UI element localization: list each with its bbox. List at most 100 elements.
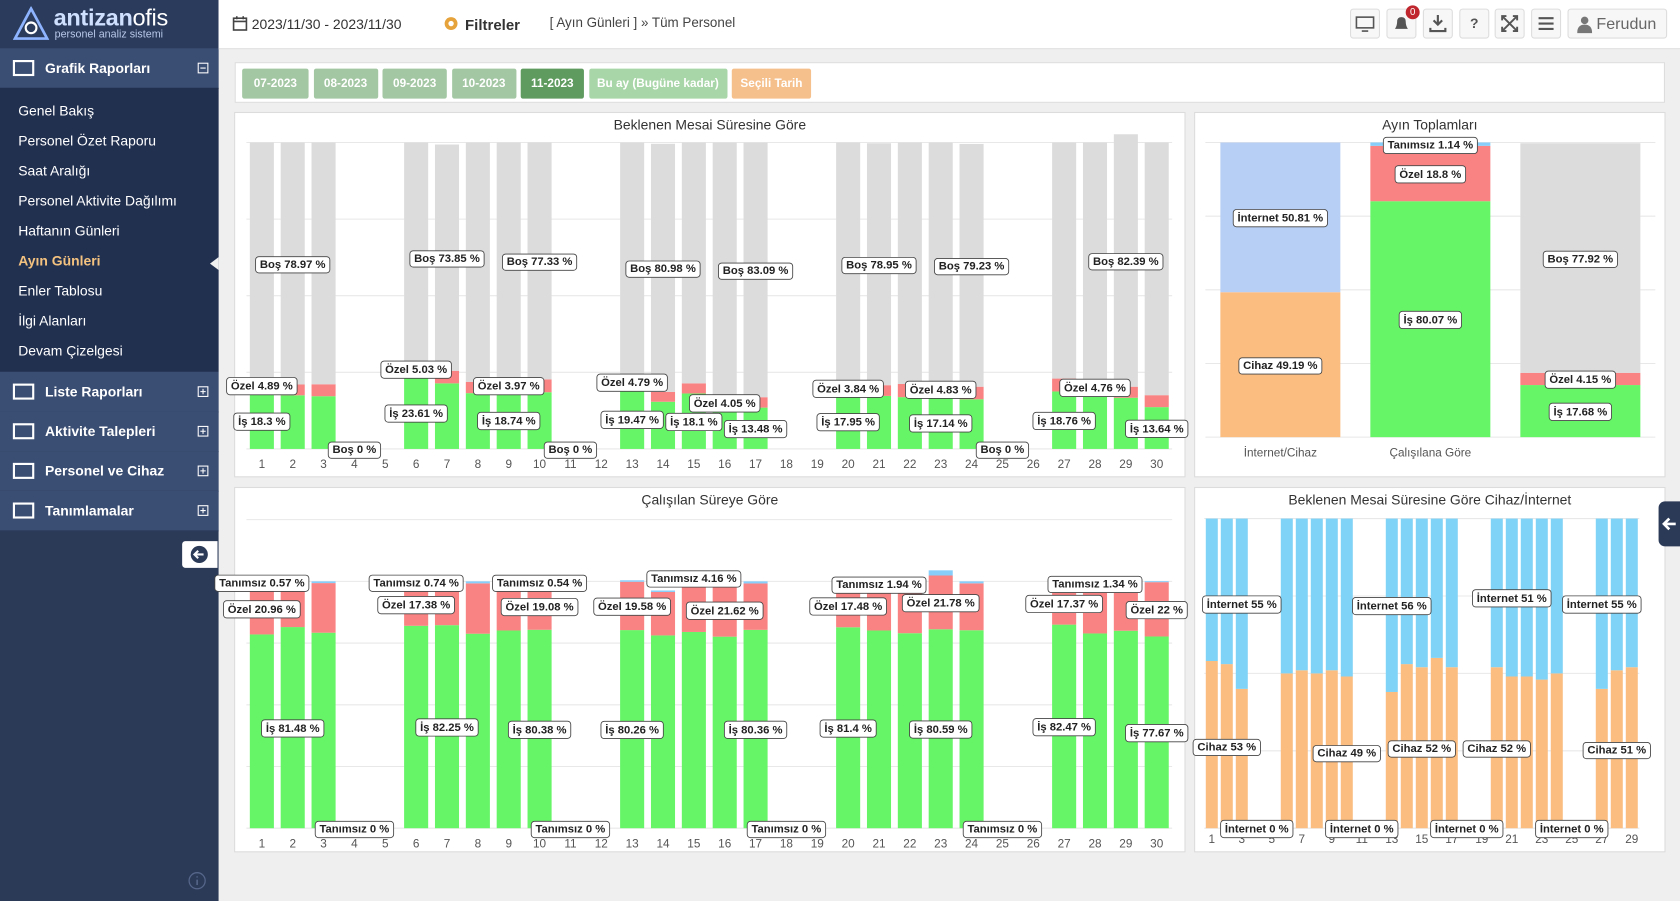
chart-panel [234,486,1186,853]
bar-segment [743,581,768,584]
data-label-box [1125,601,1188,620]
data-label: Cihaz 52 % [1392,743,1451,755]
notifications-button[interactable]: 0 [1386,5,1420,39]
menu-section[interactable]: Aktivite Talepleri [0,411,219,453]
menu-item[interactable]: Haftanın Günleri [18,222,120,239]
side-panel-toggle[interactable] [1658,501,1680,547]
gear-icon [444,17,458,31]
data-label: İş 80.59 % [914,723,968,736]
x-tick-label: 24 [965,838,979,851]
x-tick-label: 15 [687,458,701,471]
data-label: Özel 5.03 % [385,363,447,376]
data-label: Boş 78.95 % [846,260,912,272]
menu-item[interactable]: Saat Aralığı [18,162,91,179]
data-label-box [1398,310,1462,330]
data-label: Cihaz 49.19 % [1243,360,1317,372]
data-label-box [1387,740,1456,758]
filters-button[interactable]: Filtreler [465,16,521,34]
data-label-box [1192,738,1261,757]
data-label: Özel 19.08 % [505,601,573,614]
data-label-box [1325,819,1399,839]
data-label: İş 80.07 % [1403,313,1457,326]
calendar-icon [232,16,248,31]
logo[interactable]: antizanofis personel analiz sistemi [0,0,219,49]
bar-segment [1610,518,1623,671]
date-range[interactable]: 2023/11/30 - 2023/11/30 [251,16,402,33]
menu-section[interactable]: Personel ve Cihaz [0,451,219,492]
menu-section[interactable]: Liste Raporları [0,371,219,413]
screen-button[interactable] [1350,8,1381,39]
chart-title: Beklenen Mesai Süresine Göre [614,117,807,133]
menu-item[interactable]: Personel Aktivite Dağılımı [18,192,177,209]
bar-segment [959,581,984,584]
period-tab[interactable]: 09-2023 [382,68,447,99]
data-label-box [625,260,701,278]
data-label-box [1548,402,1612,421]
data-label: Tanımsız 0 % [752,824,822,836]
bar-segment [681,383,706,394]
menu-item[interactable]: Devam Çizelgesi [18,342,123,359]
period-tab[interactable]: 08-2023 [313,68,378,99]
notification-badge: 0 [1405,5,1420,20]
collapse-button[interactable] [182,541,218,568]
data-label: Özel 17.38 % [382,599,450,612]
x-tick-label: 30 [1150,838,1164,851]
x-tick-label: 5 [382,838,389,851]
data-label: Tanımsız 4.16 % [651,573,736,585]
help-button[interactable]: ? [1459,8,1490,39]
x-tick-label: 19 [811,838,824,851]
menu-section[interactable]: Tanımlamalar [0,490,219,532]
bar-segment [1385,691,1398,829]
data-label: Özel 3.97 % [478,380,540,393]
collapse-icon [190,545,208,564]
period-tab[interactable]: Bu ay (Bugüne kadar) [588,68,727,99]
period-tab[interactable]: 07-2023 [242,68,309,99]
data-label-box [593,597,671,616]
download-button[interactable] [1422,8,1453,39]
data-label-box [812,379,884,398]
menu-item[interactable]: Enler Tablosu [18,282,103,299]
data-label: Özel 17.48 % [814,600,882,613]
x-tick-label: 29 [1119,838,1132,851]
menu-item[interactable]: İlgi Alanları [18,312,87,329]
x-tick-label: 9 [1329,833,1336,846]
data-label-box [1394,165,1467,184]
info-icon[interactable] [188,871,207,890]
menu-button[interactable] [1531,8,1562,39]
period-tab[interactable]: Seçili Tarih [731,68,812,99]
menu-item[interactable]: Ayın Günleri [18,252,101,269]
period-tab[interactable]: 10-2023 [451,68,516,99]
data-label-box [1047,575,1143,594]
x-tick-label: 25 [996,838,1010,851]
data-label: Boş 0 % [549,444,593,456]
data-label: İş 18.74 % [482,415,536,428]
user-button[interactable]: Ferudun [1567,8,1668,39]
data-label-box [409,250,485,268]
x-tick-label: 8 [475,458,482,471]
x-tick-label: 9 [505,458,512,471]
fullscreen-button[interactable] [1494,8,1525,39]
menu-item[interactable]: Genel Bakış [18,102,95,119]
x-tick-label: 21 [872,458,885,471]
data-label: Tanımsız 1.94 % [836,579,921,591]
bar-segment [1280,518,1293,674]
data-label-box [1312,745,1381,763]
menu-section[interactable]: Grafik Raporları [0,48,219,89]
data-label: Tanımsız 1.14 % [1388,139,1473,151]
menu-item[interactable]: Personel Özet Raporu [18,132,157,149]
data-label-box [831,576,927,594]
data-label-box [718,262,794,280]
data-label-box [507,720,572,739]
x-tick-label: 15 [1415,833,1429,846]
period-tab[interactable]: 11-2023 [520,68,584,99]
data-label: İş 82.47 % [1037,721,1091,734]
data-label: İnternet 0 % [1540,823,1604,836]
x-tick-label: 22 [903,458,916,471]
section-icons [12,423,209,440]
screen-icon [1355,16,1375,32]
submenu: Genel Bakış Personel Özet Raporu Saat Aral… [0,87,219,372]
x-tick-label: 26 [1027,838,1041,851]
tagline: personel analiz sistemi [54,28,164,41]
section-icons [12,462,209,479]
x-tick-label: 12 [595,458,608,471]
